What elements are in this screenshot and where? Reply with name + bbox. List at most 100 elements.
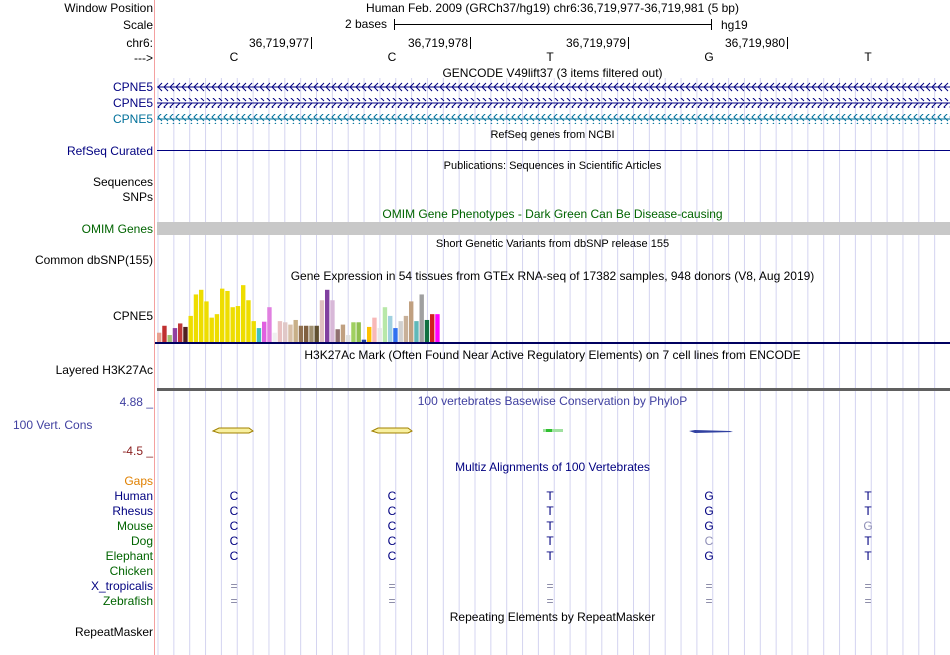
gtex-tissue-bar [361,339,367,342]
gtex-tissue-bar [183,326,188,342]
species-base: T [864,504,872,518]
species-label[interactable]: Rhesus [112,504,153,518]
species-base: C [387,519,397,533]
gtex-tissue-bar [178,323,183,342]
species-base: G [704,549,714,563]
scale-value: 2 bases [345,17,388,31]
species-base: G [704,489,714,503]
gtex-tissue-bar [277,321,283,342]
gtex-tissue-bar [367,326,372,342]
species-base: C [229,489,239,503]
gencode-item-label[interactable]: CPNE5 [112,96,153,110]
gtex-tissue-bar [319,300,325,342]
gtex-tissue-bar [298,325,304,342]
species-label[interactable]: Mouse [116,519,153,533]
species-base: C [387,489,397,503]
omim-label[interactable]: OMIM Genes [81,222,153,236]
gtex-tissue-bar [225,290,230,342]
species-base: T [864,489,872,503]
refseq-track-title[interactable]: RefSeq genes from NCBI [490,129,615,141]
species-base: = [864,579,872,593]
refseq-label[interactable]: RefSeq Curated [66,144,153,158]
gtex-tissue-bar [293,319,298,342]
species-base: C [387,534,397,548]
species-label[interactable]: Dog [130,534,153,548]
h3k27-label[interactable]: Layered H3K27Ac [55,363,153,377]
gtex-tissue-bar [193,294,199,342]
cons-label[interactable]: 100 Vert. Cons [13,418,93,432]
cons-track-title[interactable]: 100 vertebrates Basewise Conservation by… [417,394,688,408]
species-base: T [546,549,554,563]
species-label[interactable]: X_tropicalis [90,579,153,593]
gtex-tissue-bar [340,324,346,342]
h3k27-signal-bar[interactable] [157,388,950,391]
repeat-track-title[interactable]: Repeating Elements by RepeatMasker [449,610,656,624]
species-label[interactable]: Chicken [109,564,153,578]
gtex-tissue-bar [172,328,178,342]
scale-bar [394,19,712,30]
gtex-tissue-bar [199,289,204,342]
gencode-item-label[interactable]: CPNE5 [112,112,153,126]
h3k27-track-title[interactable]: H3K27Ac Mark (Often Found Near Active Re… [304,348,801,362]
dbsnp-track-title[interactable]: Short Genetic Variants from dbSNP releas… [435,238,670,250]
snps-label[interactable]: SNPs [122,190,153,204]
gtex-tissue-bar [157,332,162,342]
gtex-tissue-bar [388,315,393,342]
gtex-tissue-bar [304,325,309,342]
species-base: G [863,519,873,533]
position-tick: 36,719,979 [566,36,630,50]
scale-label: Scale [122,18,153,32]
gtex-tissue-bar [419,294,424,342]
species-base: = [388,594,396,608]
pubs-track-title[interactable]: Publications: Sequences in Scientific Ar… [443,160,662,172]
gtex-tissue-bar [288,324,293,342]
cons-signal-blip [546,429,552,432]
window-position-label: Window Position [64,1,153,15]
cons-signal[interactable] [155,424,950,440]
gencode-gene-features[interactable] [157,82,950,126]
gtex-tissue-bar [230,307,235,342]
gaps-label[interactable]: Gaps [124,474,153,488]
species-label[interactable]: Elephant [105,549,153,563]
gencode-track-title[interactable]: GENCODE V49lift37 (3 items filtered out) [442,66,663,80]
gtex-tissue-bar [241,285,246,342]
species-label[interactable]: Human [114,489,153,503]
refseq-gene-line[interactable] [157,150,950,151]
position-text: 36,719,978 [408,36,469,50]
omim-feature-bar[interactable] [157,222,950,235]
gtex-tissue-bar [409,301,414,342]
strand-label: ---> [134,51,153,65]
species-base: = [388,579,396,593]
gencode-item-label[interactable]: CPNE5 [112,80,153,94]
position-tick: 36,719,978 [408,36,472,50]
gtex-tissue-bar [251,321,256,342]
species-base: T [864,534,872,548]
gtex-tissue-bar [424,319,430,342]
species-base: C [229,549,239,563]
gtex-tissue-bar [382,307,388,342]
species-label[interactable]: Zebrafish [102,594,153,608]
multiz-track-title[interactable]: Multiz Alignments of 100 Vertebrates [455,460,650,474]
species-base: C [229,504,239,518]
dbsnp-label[interactable]: Common dbSNP(155) [34,253,153,267]
gtex-tissue-bar [314,325,319,342]
species-base: = [705,579,713,593]
gtex-tissue-bar [214,314,220,342]
gtex-tissue-bar [335,329,340,342]
window-position-value: Human Feb. 2009 (GRCh37/hg19) chr6:36,71… [366,1,739,15]
species-base: C [229,519,239,533]
gtex-bar-chart[interactable] [155,284,950,345]
omim-track-title[interactable]: OMIM Gene Phenotypes - Dark Green Can Be… [382,207,723,221]
sequences-label[interactable]: Sequences [92,175,153,189]
position-text: 36,719,977 [249,36,310,50]
species-base: C [704,534,714,548]
gtex-gene-label[interactable]: CPNE5 [112,309,153,323]
cons-signal-blip [211,427,254,434]
position-tick: 36,719,977 [249,36,313,50]
gtex-track-title[interactable]: Gene Expression in 54 tissues from GTEx … [290,269,815,283]
repeatmasker-label[interactable]: RepeatMasker [74,625,153,639]
gtex-tissue-bar [403,315,409,342]
gtex-tissue-bar [435,314,440,342]
gtex-tissue-bar [262,321,267,342]
gtex-tissue-bar [188,315,193,342]
